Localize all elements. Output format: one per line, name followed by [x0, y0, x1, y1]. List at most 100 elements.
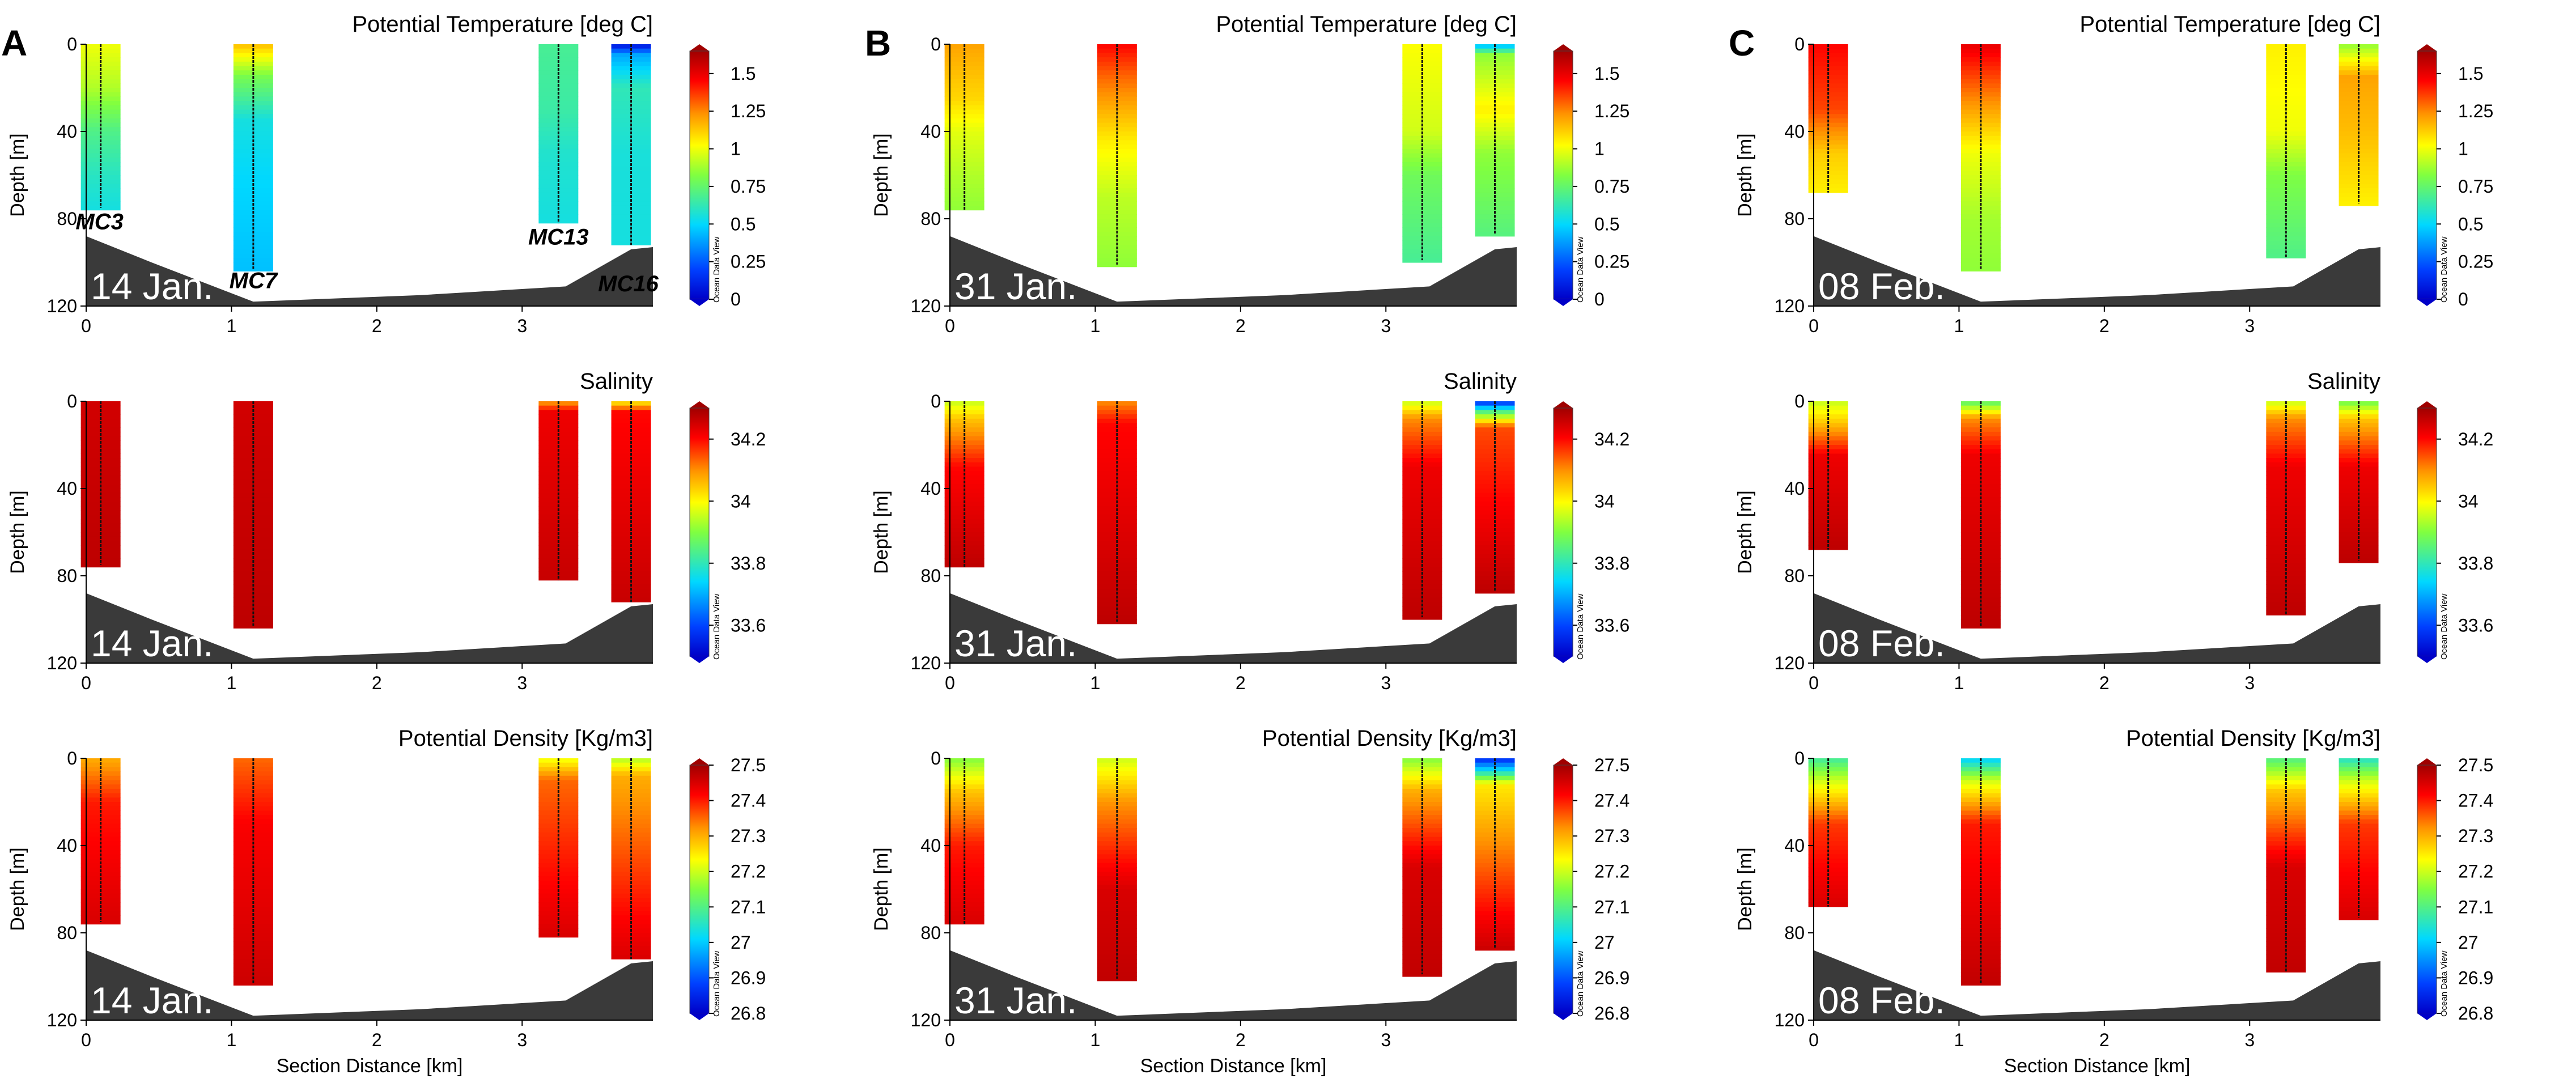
- cast-cell: [2339, 105, 2379, 111]
- cast-cell: [1097, 767, 1137, 772]
- cast-cell: [1475, 898, 1515, 903]
- cast-cell: [1097, 145, 1137, 150]
- cast-cell: [611, 140, 651, 145]
- station-cast-MC7: [1097, 758, 1137, 982]
- cast-cell: [538, 906, 579, 912]
- cast-cell: [1475, 946, 1515, 951]
- cast-cell: [1808, 863, 1848, 868]
- cast-cell: [1475, 819, 1515, 825]
- seafloor-bathymetry: [86, 593, 653, 663]
- y-axis-label: Depth [m]: [1734, 847, 1756, 931]
- cast-cell: [538, 57, 579, 62]
- cast-cell: [538, 96, 579, 101]
- cast-cell: [2339, 815, 2379, 820]
- cast-cell: [1475, 810, 1515, 816]
- cast-cell: [233, 502, 273, 507]
- cast-cell: [1402, 184, 1442, 189]
- cast-cell: [1475, 184, 1515, 189]
- cast-cell: [80, 902, 121, 907]
- cast-cell: [944, 775, 984, 781]
- cast-cell: [611, 767, 651, 772]
- colorbar-top-arrow: [2417, 401, 2437, 408]
- cast-cell: [611, 497, 651, 502]
- cast-cell: [1097, 859, 1137, 864]
- cast-cell: [611, 414, 651, 419]
- cast-cell: [233, 906, 273, 912]
- cast-cell: [1475, 101, 1515, 106]
- cast-cell: [233, 541, 273, 546]
- colorbar-top-arrow: [2417, 44, 2437, 51]
- cast-cell: [1097, 57, 1137, 62]
- station-cast-MC13: [538, 758, 579, 938]
- panel-title: Potential Density [Kg/m3]: [1262, 726, 1517, 751]
- cast-cell: [1960, 414, 2001, 419]
- cast-cell: [1402, 61, 1442, 67]
- odv-watermark: Ocean Data View: [712, 593, 722, 660]
- date-label: 14 Jan.: [91, 979, 214, 1021]
- cast-cell: [1402, 854, 1442, 859]
- y-tick-label: 0: [1794, 391, 1805, 411]
- date-label: 14 Jan.: [91, 265, 214, 307]
- cast-cell: [2266, 859, 2306, 864]
- cast-cell: [1402, 941, 1442, 946]
- cast-cell: [2339, 898, 2379, 903]
- y-axis-label: Depth [m]: [871, 490, 892, 574]
- station-cast-MC3: [80, 401, 121, 568]
- cast-cell: [2266, 236, 2306, 241]
- cast-cell: [1402, 96, 1442, 101]
- cast-cell: [233, 771, 273, 776]
- cast-cell: [1097, 192, 1137, 198]
- cast-cell: [2339, 101, 2379, 106]
- seafloor-bathymetry: [1814, 236, 2380, 306]
- cast-cell: [2339, 53, 2379, 58]
- cast-cell: [611, 589, 651, 594]
- cast-cell: [611, 232, 651, 237]
- date-label: 31 Jan.: [954, 622, 1077, 664]
- colorbar: 0 0.25 0.5 0.75 1 1.25 1.5 Ocean Data View: [2417, 44, 2493, 309]
- y-tick-label: 40: [920, 121, 941, 142]
- cast-cell: [1097, 140, 1137, 145]
- cast-cell: [233, 462, 273, 468]
- cast-cell: [1475, 767, 1515, 772]
- x-tick-label: 1: [227, 1030, 237, 1050]
- cast-cell: [233, 946, 273, 951]
- cast-cell: [1097, 863, 1137, 868]
- cast-cell: [538, 863, 579, 868]
- colorbar-gradient: [2417, 50, 2437, 300]
- x-tick-label: 1: [227, 673, 237, 693]
- cast-cell: [80, 458, 121, 463]
- cast-cell: [80, 462, 121, 468]
- cast-cell: [1475, 549, 1515, 555]
- cast-cell: [2266, 453, 2306, 458]
- station-cast-MC16: [611, 401, 651, 602]
- cast-cell: [611, 815, 651, 820]
- date-label: 14 Jan.: [91, 622, 214, 664]
- station-cast-MC7: [233, 401, 273, 629]
- cast-cell: [2266, 418, 2306, 424]
- cast-cell: [944, 545, 984, 550]
- cast-cell: [1402, 453, 1442, 458]
- cast-cell: [944, 767, 984, 772]
- cast-cell: [1097, 584, 1137, 589]
- y-tick-label: 120: [47, 653, 77, 673]
- y-axis-label: Depth [m]: [7, 847, 28, 931]
- station-cast-MC7: [233, 758, 273, 986]
- station-cast-MC13: [1402, 44, 1442, 263]
- cast-cell: [2266, 545, 2306, 550]
- odv-watermark: Ocean Data View: [1576, 593, 1585, 660]
- panel-letter: C: [1729, 23, 1755, 63]
- cast-cell: [233, 584, 273, 589]
- cast-cell: [2339, 145, 2379, 150]
- cast-cell: [2339, 906, 2379, 912]
- colorbar-tick-label: 0: [2458, 289, 2468, 309]
- cast-cell: [2266, 140, 2306, 145]
- cast-cell: [2266, 815, 2306, 820]
- cast-cell: [611, 941, 651, 946]
- x-tick-label: 0: [945, 673, 955, 693]
- cast-cell: [944, 854, 984, 859]
- cast-cell: [1960, 140, 2001, 145]
- y-tick-label: 80: [1784, 209, 1805, 229]
- x-axis-label: Section Distance [km]: [1140, 1055, 1327, 1077]
- cast-cell: [1960, 453, 2001, 458]
